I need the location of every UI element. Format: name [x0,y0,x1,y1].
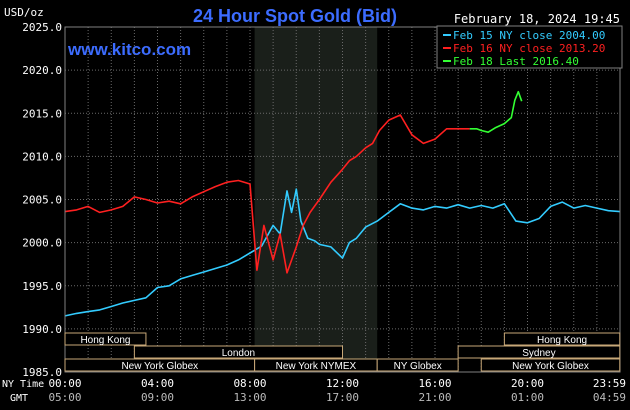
x-tick-label-nytime: 12:00 [326,377,359,390]
x-tick-label-gmt: 01:00 [511,391,544,404]
series-line-0 [64,188,621,317]
y-tick-label: 1990.0 [22,323,62,336]
x-tick-label-gmt: 21:00 [418,391,451,404]
x-tick-label-gmt: 04:59 [593,391,626,404]
legend-entry-feb18: Feb 18 Last 2016.40 [453,55,579,68]
y-tick-label: 1995.0 [22,280,62,293]
y-tick-label: 2010.0 [22,150,62,163]
y-tick-label: 2025.0 [22,21,62,34]
session-label: New York Globex [512,361,589,372]
session-label: NY Globex [394,361,442,372]
session-label: London [222,348,255,359]
x-tick-label-gmt: 05:00 [48,391,81,404]
session-label: Sydney [522,348,555,359]
series-line-1 [64,114,470,274]
x-tick-label-gmt: 09:00 [141,391,174,404]
x-tick-label-nytime: 00:00 [48,377,81,390]
x-tick-label-nytime: 16:00 [418,377,451,390]
x-tick-label-nytime: 23:59 [593,377,626,390]
site-link[interactable]: www.kitco.com [67,40,191,59]
nytime-axis-label: NY Time [2,379,44,390]
x-tick-label-nytime: 04:00 [141,377,174,390]
y-tick-label: 2000.0 [22,237,62,250]
session-box [133,345,343,359]
session-label: Hong Kong [80,335,130,346]
y-axis-ticks: 2025.0 2020.0 2015.0 2010.0 2005.0 2000.0 1995… [22,21,62,379]
gmt-axis-label: GMT [10,393,28,404]
legend: Feb 15 NY close 2004.00 Feb 16 NY close … [436,25,623,69]
session-label: New York NYMEX [276,361,357,372]
y-tick-label: 1985.0 [22,366,62,379]
session-box [376,358,459,372]
series-lines [64,90,621,317]
session-box [64,332,147,346]
session-label: Hong Kong [537,335,587,346]
session-box [457,345,621,359]
session-box [480,358,621,372]
x-tick-label-nytime: 08:00 [233,377,266,390]
chart-title: 24 Hour Spot Gold (Bid) [193,6,397,26]
x-tick-label-nytime: 20:00 [511,377,544,390]
plot-area: 2025.0 2020.0 2015.0 2010.0 2005.0 2000.0 1995… [22,21,621,379]
x-tick-label-gmt: 17:00 [326,391,359,404]
session-box [503,332,621,346]
y-tick-label: 2020.0 [22,64,62,77]
datetime-label: February 18, 2024 19:45 [454,12,620,26]
x-tick-label-gmt: 13:00 [233,391,266,404]
legend-box [436,25,623,69]
plot-frame [64,26,621,373]
legend-entry-feb16: Feb 16 NY close 2013.20 [453,42,605,55]
y-tick-label: 2005.0 [22,194,62,207]
market-sessions: Hong Kong Hong Kong London Sydney New York G… [64,332,621,372]
y-tick-label: 2015.0 [22,107,62,120]
session-label: New York Globex [121,361,198,372]
series-line-2 [469,90,523,133]
unit-label: USD/oz [4,6,44,19]
legend-entry-feb15: Feb 15 NY close 2004.00 [453,29,605,42]
